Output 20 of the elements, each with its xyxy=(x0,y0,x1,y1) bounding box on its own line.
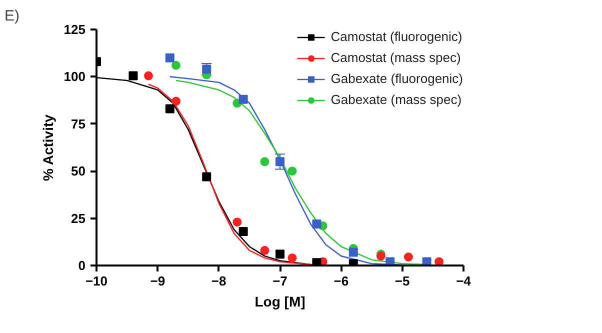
x-tick-label: −6 xyxy=(334,274,349,288)
y-tick-label: 0 xyxy=(78,258,86,273)
x-axis-title: Log [M] xyxy=(254,294,306,310)
legend-label: Gabexate (mass spec) xyxy=(330,92,462,107)
y-tick-label: 25 xyxy=(71,210,86,226)
x-tick-label: −5 xyxy=(394,274,410,288)
legend-label: Camostat (fluorogenic) xyxy=(330,29,462,44)
text: E) xyxy=(4,8,20,24)
x-tick-label: −9 xyxy=(150,274,166,288)
y-tick-label: 100 xyxy=(64,69,86,84)
y-tick-label: 50 xyxy=(71,164,86,179)
y-tick-label: 75 xyxy=(71,116,86,132)
y-axis-title: % Activity xyxy=(40,114,56,181)
x-tick-label: −8 xyxy=(211,274,226,288)
x-tick-label: −7 xyxy=(272,274,288,288)
x-tick-label: −4 xyxy=(456,274,472,288)
legend-label: Gabexate (fluorogenic) xyxy=(330,71,463,86)
legend-label: Camostat (mass spec) xyxy=(330,50,461,65)
x-tick-label: −10 xyxy=(85,274,108,288)
y-tick-label: 125 xyxy=(64,22,86,37)
